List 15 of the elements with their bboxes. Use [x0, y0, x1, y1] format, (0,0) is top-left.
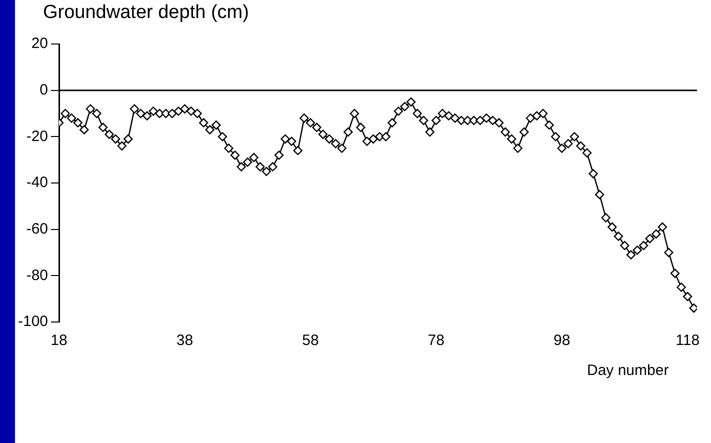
- x-tick-label: 38: [176, 332, 194, 350]
- y-tick-label: -40: [26, 174, 48, 192]
- y-tick-label: -100: [18, 313, 48, 330]
- y-tick-label: -80: [26, 266, 48, 284]
- y-tick-label: -60: [26, 220, 48, 238]
- x-tick-label: 78: [428, 332, 444, 350]
- x-tick-label: 98: [554, 332, 570, 350]
- x-axis-title: Day number: [587, 362, 669, 379]
- x-tick-label: 58: [302, 332, 319, 350]
- y-axis-title: Groundwater depth (cm): [43, 2, 249, 24]
- x-tick-label: 118: [676, 332, 700, 350]
- y-tick-label: 0: [40, 81, 48, 98]
- x-tick-label: 18: [50, 332, 68, 350]
- y-tick-label: 20: [31, 35, 48, 52]
- y-tick-label: -20: [26, 128, 48, 145]
